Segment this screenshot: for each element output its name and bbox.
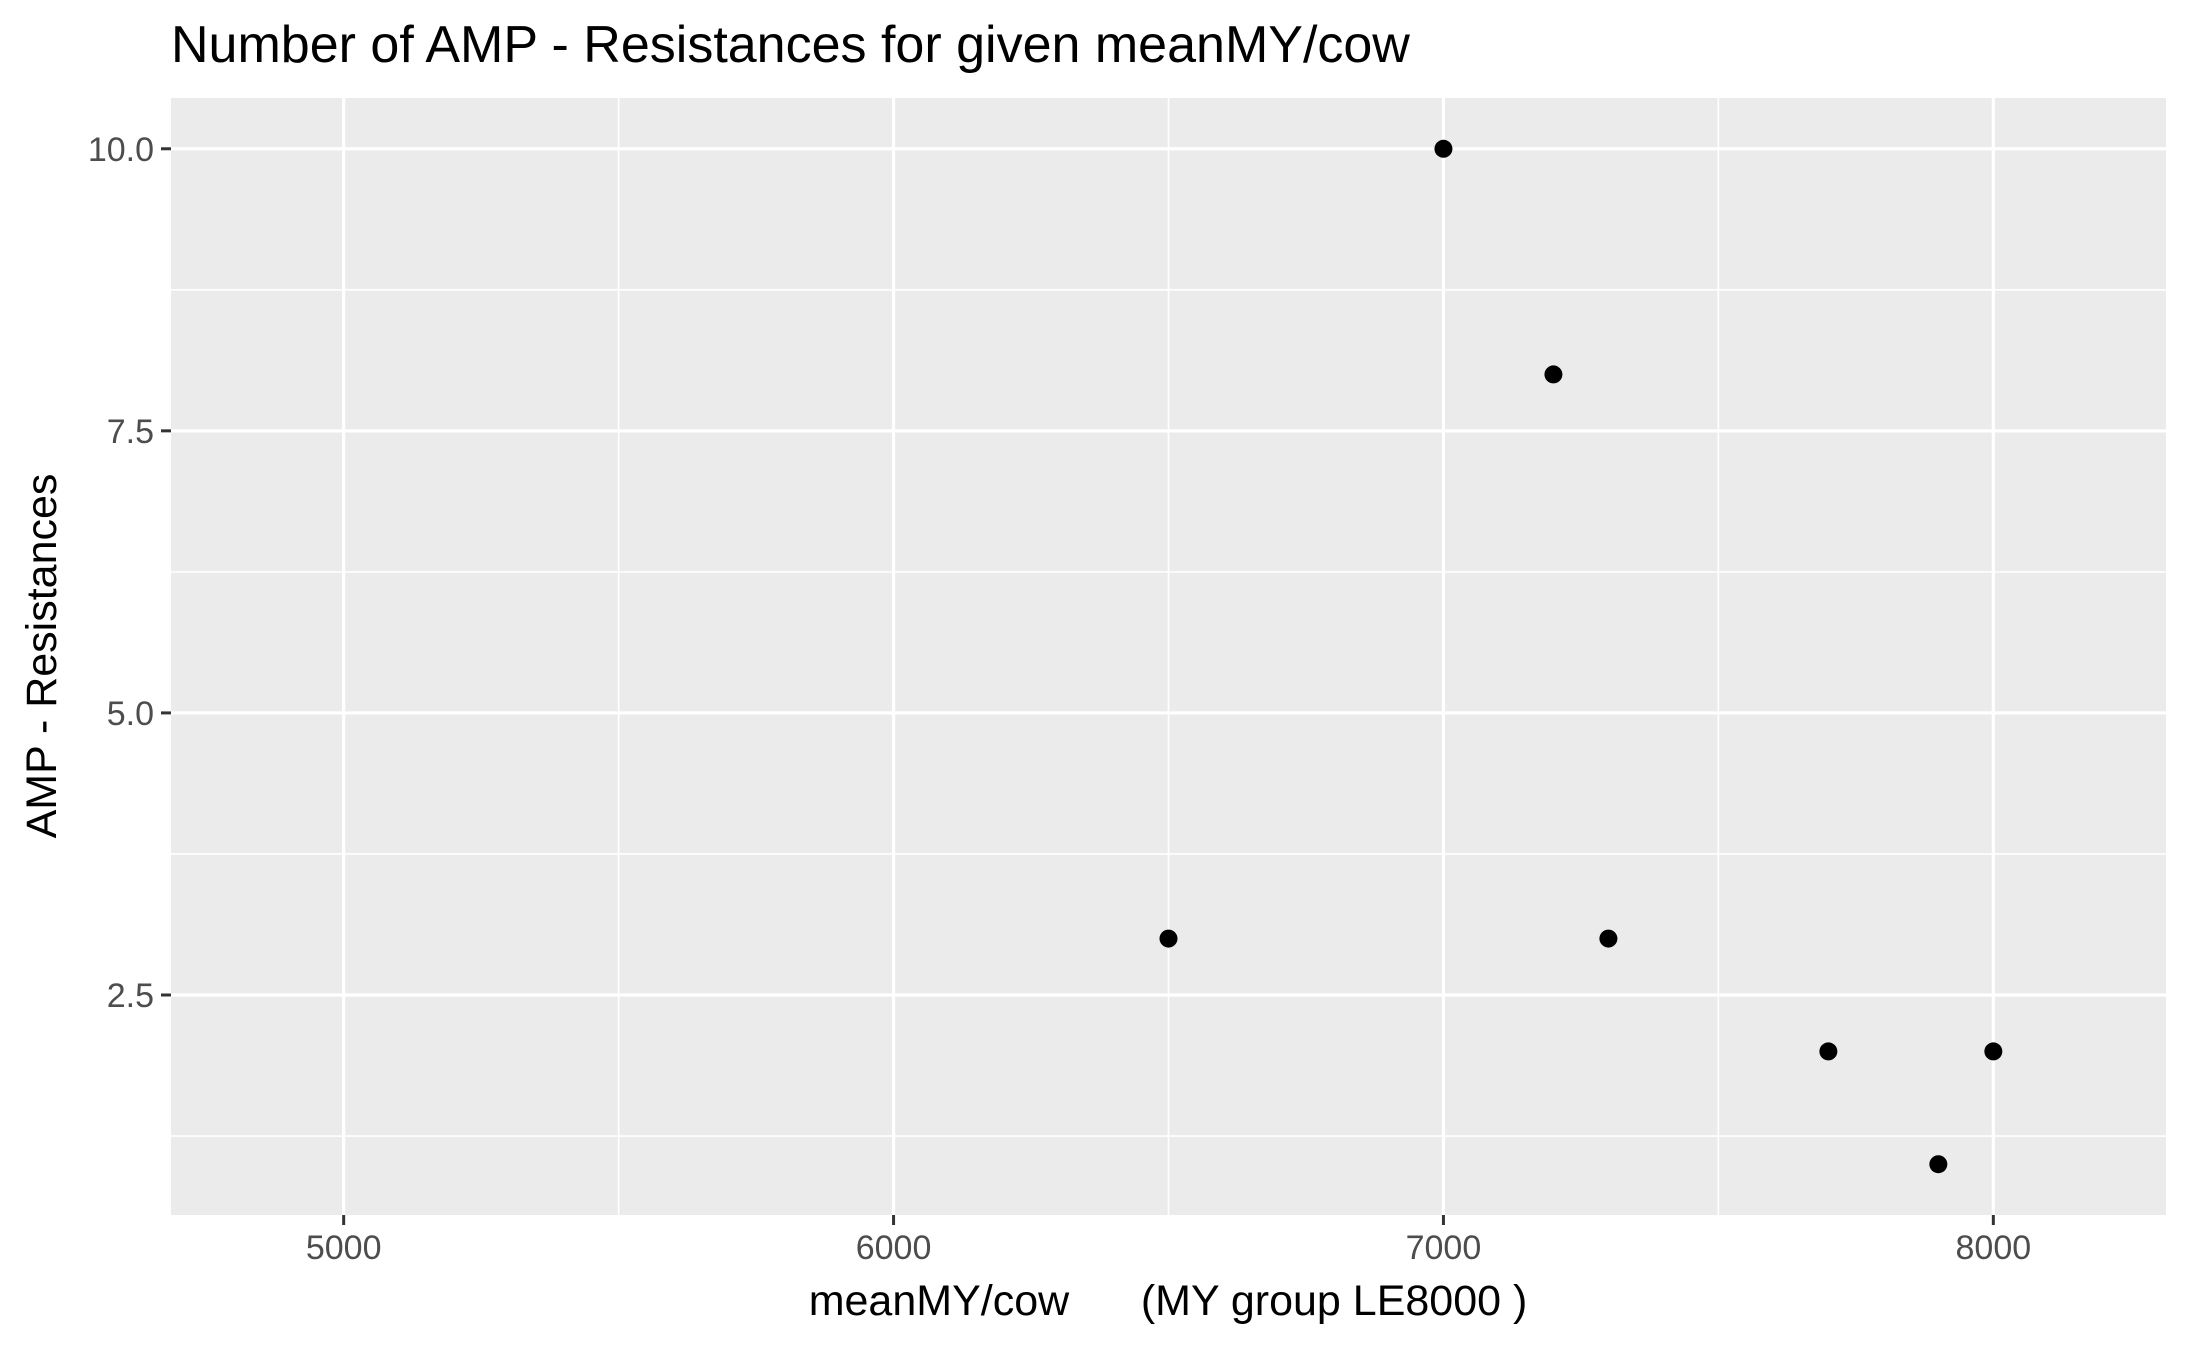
- y-tick-label: 10.0: [88, 131, 154, 169]
- data-point: [1544, 365, 1563, 384]
- data-points: [1159, 139, 2003, 1174]
- data-point: [1599, 929, 1618, 948]
- data-point: [1434, 139, 1453, 158]
- chart-title: Number of AMP - Resistances for given me…: [171, 16, 1410, 74]
- x-axis-title: meanMY/cow (MY group LE8000 ): [809, 1277, 1528, 1325]
- x-tick-label: 8000: [1956, 1229, 2032, 1267]
- y-tick-label: 2.5: [107, 977, 154, 1015]
- x-axis: 5000 6000 7000 8000: [306, 1215, 2031, 1267]
- major-grid: [171, 98, 2166, 1215]
- x-tick-label: 5000: [306, 1229, 382, 1267]
- data-point: [1929, 1155, 1948, 1174]
- minor-grid: [171, 98, 2166, 1215]
- x-tick-label: 7000: [1406, 1229, 1482, 1267]
- data-point: [1159, 929, 1178, 948]
- y-tick-label: 7.5: [107, 413, 154, 451]
- x-tick-label: 6000: [856, 1229, 932, 1267]
- y-axis-title: AMP - Resistances: [18, 474, 66, 839]
- y-axis: 2.5 5.0 7.5 10.0: [88, 131, 171, 1015]
- y-tick-label: 5.0: [107, 695, 154, 733]
- data-point: [1984, 1042, 2003, 1061]
- data-point: [1819, 1042, 1838, 1061]
